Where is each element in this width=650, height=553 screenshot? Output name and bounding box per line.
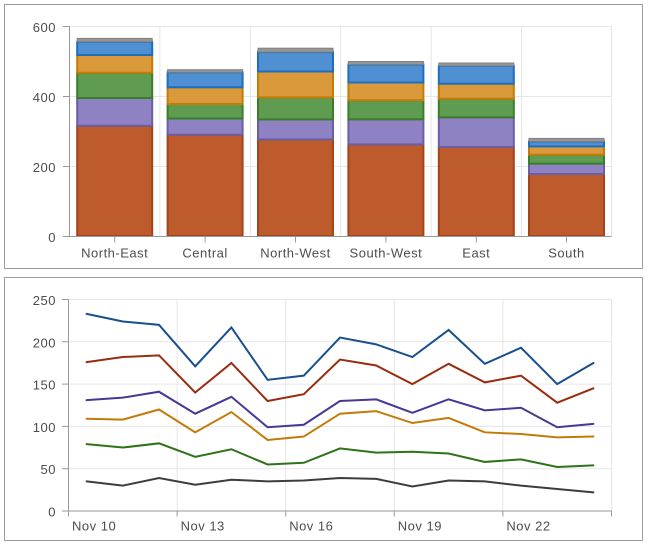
svg-text:50: 50	[41, 462, 56, 477]
svg-text:400: 400	[33, 90, 56, 105]
svg-text:East: East	[462, 246, 490, 261]
svg-text:South-West: South-West	[350, 246, 423, 261]
svg-text:Nov 22: Nov 22	[506, 519, 550, 534]
svg-text:North-East: North-East	[81, 246, 148, 261]
svg-text:0: 0	[48, 505, 56, 520]
svg-text:600: 600	[33, 20, 56, 35]
svg-text:Central: Central	[182, 246, 227, 261]
svg-text:200: 200	[33, 160, 56, 175]
svg-text:North-West: North-West	[260, 246, 331, 261]
svg-text:200: 200	[33, 335, 56, 350]
svg-text:Nov 13: Nov 13	[181, 519, 225, 534]
svg-text:Nov 10: Nov 10	[72, 519, 116, 534]
svg-text:Nov 19: Nov 19	[398, 519, 442, 534]
svg-text:250: 250	[33, 293, 56, 308]
svg-text:100: 100	[33, 420, 56, 435]
svg-text:South: South	[548, 246, 584, 261]
svg-text:150: 150	[33, 378, 56, 393]
svg-text:0: 0	[48, 230, 56, 245]
svg-text:Nov 16: Nov 16	[289, 519, 333, 534]
